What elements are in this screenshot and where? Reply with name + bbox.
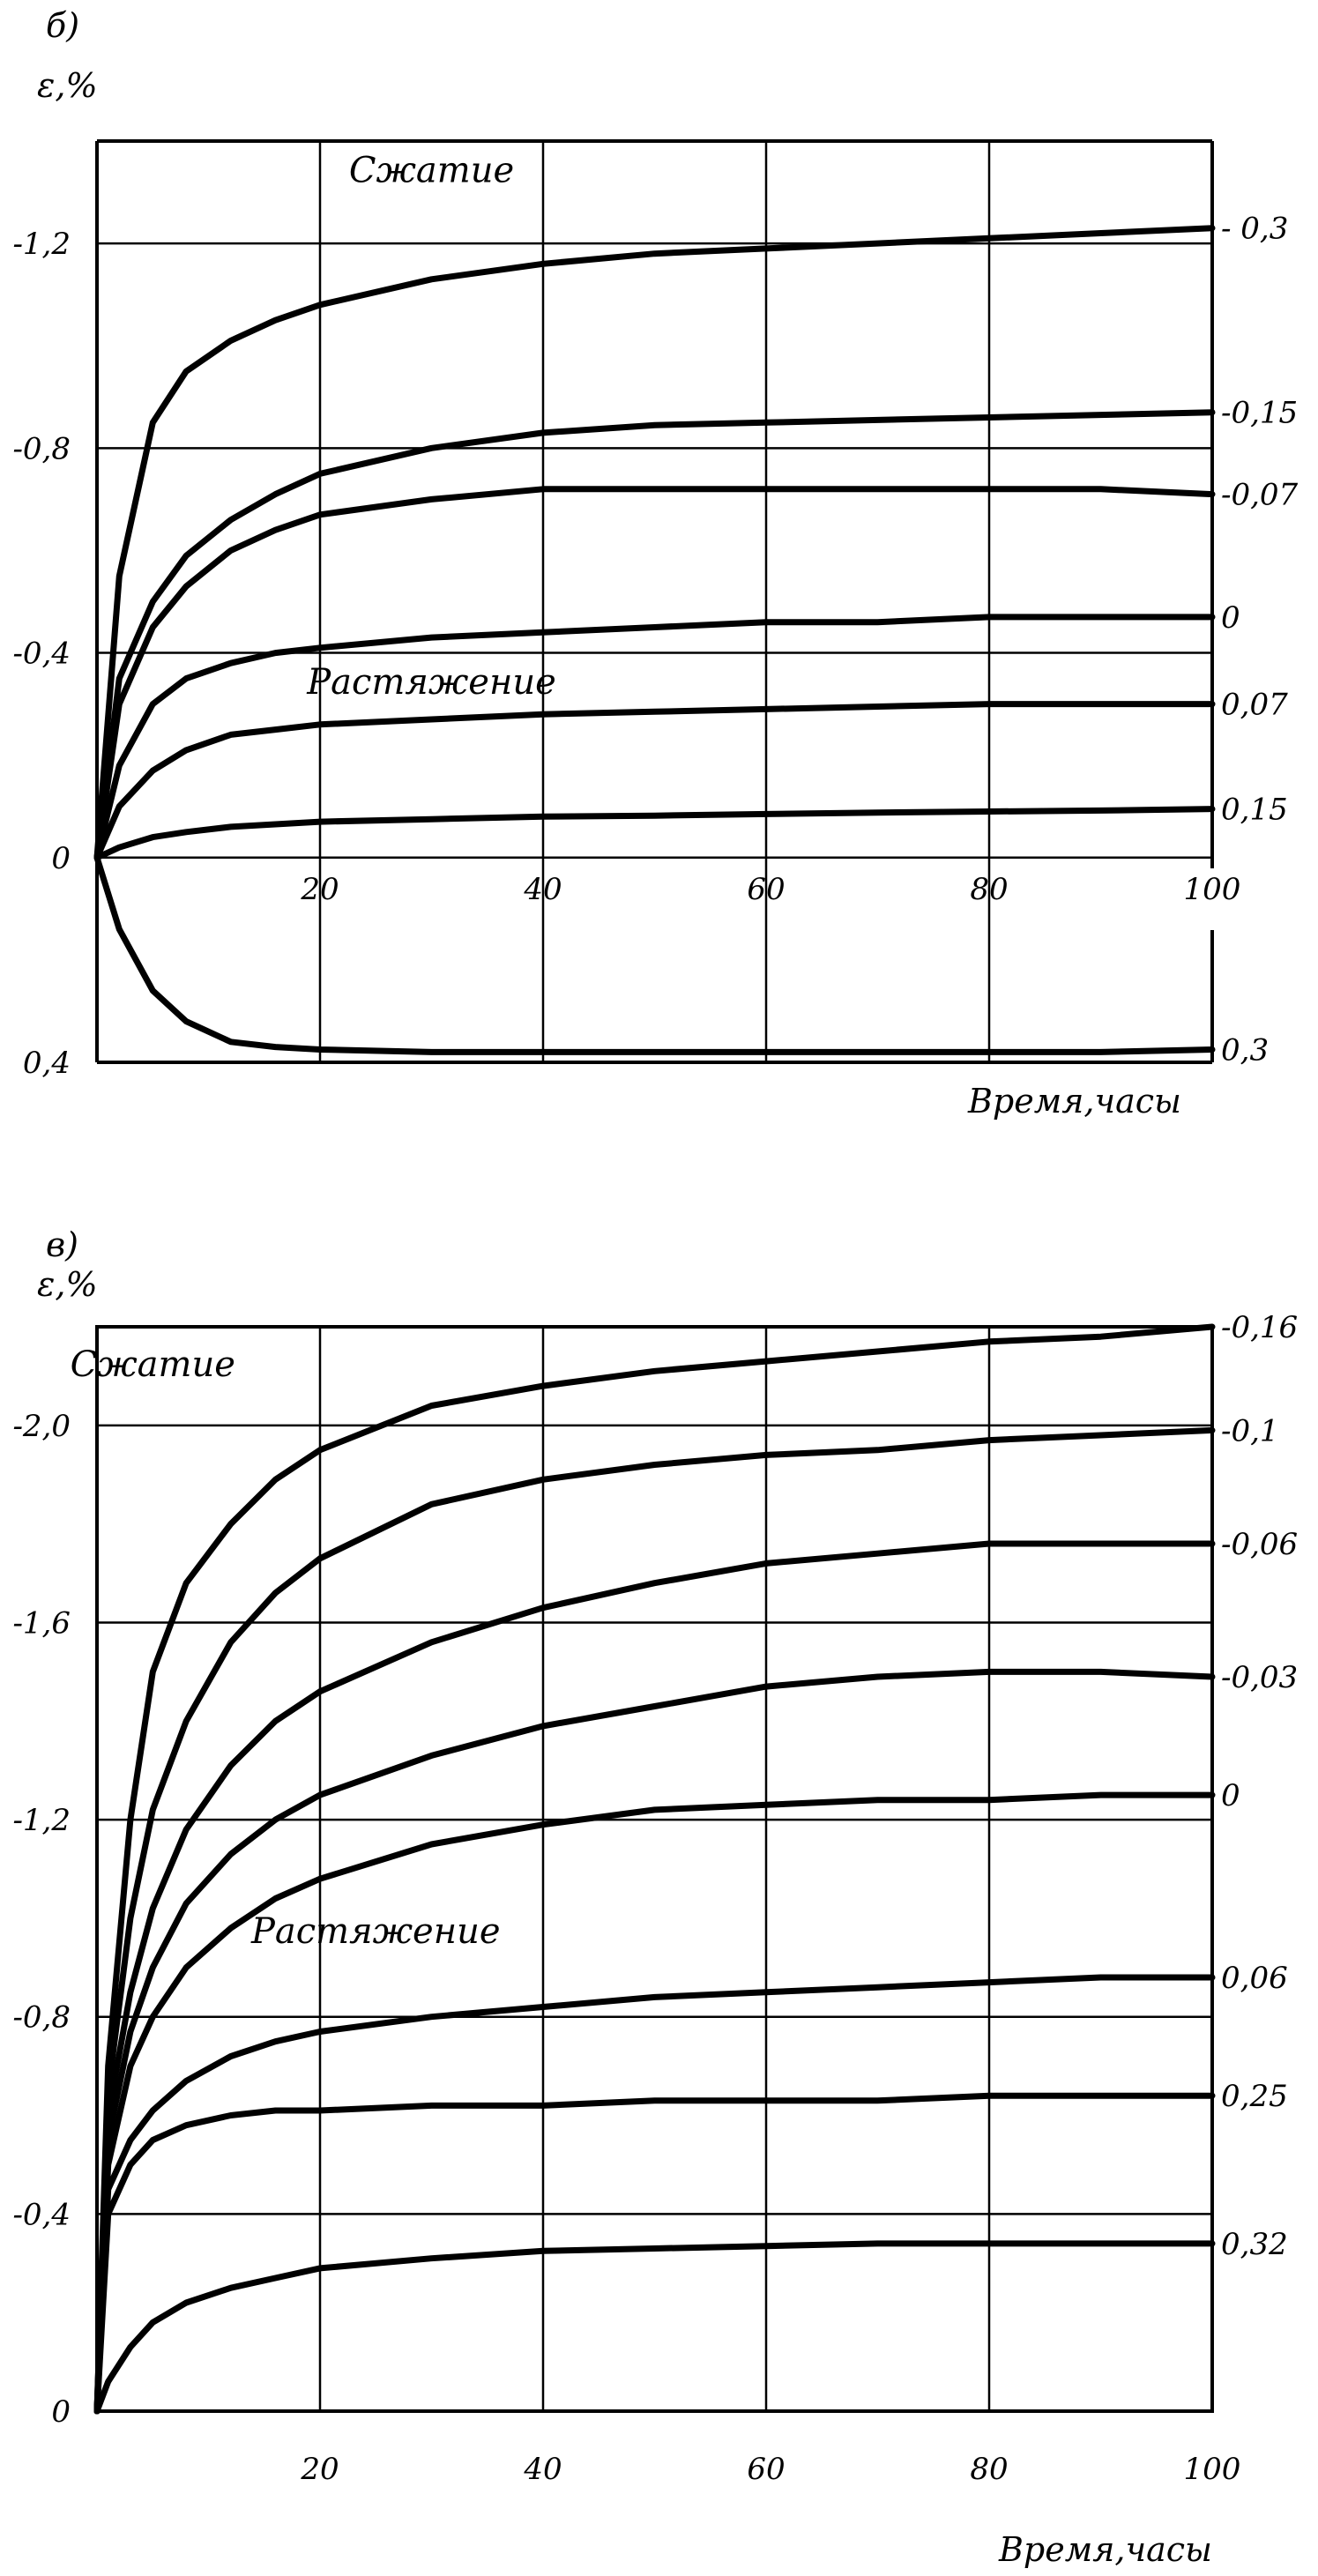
series-line [93,486,1216,861]
annotation: Растяжение [250,1911,501,1952]
y-tick-label: 0,4 [23,1046,71,1081]
x-tick-label: 20 [300,2452,339,2487]
series-line [93,854,1216,1055]
y-tick-label: 0 [51,2394,71,2430]
plot-frame [95,1325,1214,2413]
series-label: 0 [1221,600,1240,636]
series-label: 0,07 [1221,688,1288,723]
series-line [93,1323,1216,2415]
x-tick-label: 20 [300,872,339,907]
series-label: -0,03 [1221,1660,1298,1695]
series-line [93,1974,1216,2415]
x-axis-title: Время,часы [998,2530,1212,2569]
series-label: 0,06 [1221,1961,1288,1996]
y-tick-label: 0 [51,841,71,876]
y-tick-label: -1,6 [12,1605,71,1641]
panel-label: в) [46,1225,78,1264]
x-tick-label: 60 [747,2452,785,2487]
y-tick-label: -1,2 [12,227,71,262]
panel-label: б) [46,6,79,45]
series-line [93,806,1216,861]
annotation: Растяжение [306,662,556,703]
x-tick-label: 100 [1184,872,1241,907]
annotation: Сжатие [71,1344,235,1385]
x-tick-label: 80 [970,2452,1008,2487]
series-label: -0,16 [1221,1310,1298,1345]
series-label: 0,3 [1221,1032,1269,1068]
series-label: -0,15 [1221,396,1298,431]
annotation: Сжатие [349,150,514,190]
series-line [93,1791,1216,2415]
series-line [93,2240,1216,2415]
series-line [93,1668,1216,2415]
series-line [93,701,1216,861]
y-tick-label: -0,8 [12,431,71,466]
series-label: -0,06 [1221,1527,1298,1562]
y-axis-title: ε,% [37,66,98,105]
series-label: 0,32 [1221,2227,1288,2262]
x-tick-label: 60 [747,872,785,907]
series-line [93,225,1216,861]
series-label: 0,25 [1221,2079,1288,2114]
y-tick-label: -0,4 [12,2197,71,2232]
series-line [93,409,1216,861]
chart-panel-v: -2,0 -1,6 -1,2 -0,8 -0,4 0 20 40 60 80 100 -0,16 -0,… [12,1225,1298,2569]
x-tick-label: 40 [523,2452,562,2487]
x-axis-title: Время,часы [967,1082,1181,1120]
series-label: 0 [1221,1778,1240,1813]
x-tick-label: 40 [523,872,562,907]
y-tick-label: -2,0 [12,1409,71,1444]
series-label: 0,15 [1221,793,1288,828]
y-tick-label: -0,4 [12,637,71,672]
series-line [93,614,1216,861]
series-line [93,1426,1216,2415]
x-tick-label: 80 [970,872,1008,907]
series-line [93,2092,1216,2415]
series-line [93,1540,1216,2415]
y-axis-title: ε,% [37,1265,98,1304]
series-label: - 0,3 [1221,212,1288,247]
y-tick-label: -1,2 [12,1803,71,1838]
chart-panel-b: -1,2 -0,8 -0,4 0 0,4 20 40 60 80 100 - 0,3 -0,15 -0,… [12,6,1298,1120]
x-tick-label: 100 [1184,2452,1241,2487]
series-label: -0,1 [1221,1413,1279,1448]
series-label: -0,07 [1221,478,1299,513]
y-tick-label: -0,8 [12,2000,71,2036]
